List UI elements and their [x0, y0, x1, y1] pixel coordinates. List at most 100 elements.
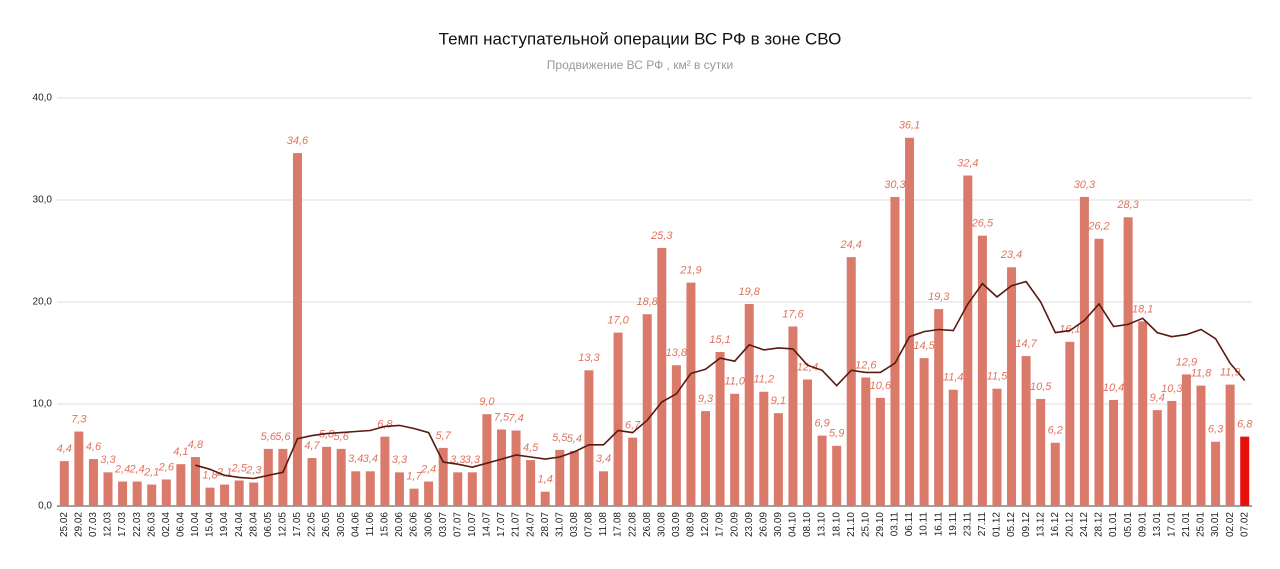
- data-label: 30,3: [884, 179, 906, 191]
- data-label: 24,4: [840, 239, 862, 251]
- x-tick-label: 12.05: [278, 512, 289, 537]
- x-tick-label: 19.11: [948, 512, 959, 537]
- data-label: 10,3: [1161, 383, 1183, 395]
- bar: [263, 448, 273, 506]
- data-label: 17,6: [782, 308, 804, 320]
- data-label: 4,5: [523, 442, 539, 454]
- x-tick-label: 26.09: [758, 512, 769, 537]
- x-tick-label: 30.01: [1210, 512, 1221, 537]
- data-label: 4,6: [86, 441, 102, 453]
- x-tick-label: 13.12: [1035, 512, 1046, 537]
- data-label: 6,2: [1048, 425, 1063, 437]
- x-tick-label: 03.07: [438, 512, 449, 537]
- x-tick-label: 27.11: [977, 512, 988, 537]
- data-label: 23,4: [1000, 249, 1022, 261]
- bar: [628, 437, 638, 506]
- bar: [555, 449, 565, 506]
- data-label: 2,5: [231, 462, 248, 474]
- x-tick-label: 21.10: [846, 512, 857, 537]
- data-label: 2,4: [114, 463, 130, 475]
- data-label: 2,4: [129, 463, 145, 475]
- bar: [1036, 398, 1046, 506]
- x-tick-label: 20.06: [394, 512, 405, 537]
- bar: [351, 471, 361, 506]
- data-label: 2,4: [420, 463, 436, 475]
- bar: [380, 436, 390, 506]
- bar: [905, 137, 915, 506]
- x-tick-label: 25.02: [59, 512, 70, 537]
- data-label: 26,5: [971, 218, 994, 230]
- x-tick-label: 22.03: [132, 512, 143, 537]
- bar: [642, 314, 652, 506]
- data-label: 11,4: [943, 372, 964, 384]
- y-tick-label: 20,0: [33, 297, 53, 308]
- bar: [817, 435, 827, 506]
- bar: [467, 472, 477, 506]
- y-tick-label: 30,0: [33, 195, 53, 206]
- x-tick-label: 16.12: [1050, 512, 1061, 537]
- data-label: 10,6: [870, 380, 892, 392]
- y-tick-label: 10,0: [33, 399, 53, 410]
- x-tick-label: 10.07: [467, 512, 478, 537]
- data-label: 4,7: [304, 440, 320, 452]
- data-label: 3,4: [348, 453, 363, 465]
- x-tick-label: 21.07: [511, 512, 522, 537]
- x-tick-label: 30.06: [423, 512, 434, 537]
- bar: [278, 448, 288, 506]
- x-tick-label: 09.12: [1021, 512, 1032, 537]
- bar: [292, 153, 302, 506]
- data-label: 19,3: [928, 291, 950, 303]
- x-tick-label: 28.07: [540, 512, 551, 537]
- bar: [1225, 384, 1235, 506]
- x-tick-label: 23.09: [744, 512, 755, 537]
- bar: [249, 482, 259, 506]
- bar: [598, 471, 608, 506]
- bar: [1021, 356, 1031, 506]
- data-label: 13,3: [578, 352, 600, 364]
- data-label: 6,9: [814, 418, 829, 430]
- bar: [74, 431, 84, 506]
- x-tick-label: 06.11: [904, 512, 915, 537]
- x-tick-label: 05.12: [1006, 512, 1017, 537]
- bar: [1050, 442, 1060, 506]
- chart-title: Темп наступательной операции ВС РФ в зон…: [439, 29, 842, 48]
- x-tick-label: 14.07: [482, 512, 493, 537]
- bar: [453, 472, 463, 506]
- data-label: 14,5: [913, 340, 935, 352]
- y-tick-label: 0,0: [38, 501, 52, 512]
- x-tick-label: 13.10: [817, 512, 828, 537]
- bar: [147, 484, 157, 506]
- data-label: 5,6: [261, 431, 277, 443]
- bar: [730, 393, 740, 506]
- data-label: 12,6: [855, 359, 877, 371]
- bar: [482, 414, 492, 506]
- bar: [803, 379, 813, 506]
- bar: [671, 365, 681, 506]
- x-tick-label: 26.08: [642, 512, 653, 537]
- bar: [118, 481, 128, 506]
- x-tick-label: 25.10: [860, 512, 871, 537]
- x-tick-label: 19.04: [219, 512, 230, 537]
- data-label: 6,3: [1208, 424, 1224, 436]
- bar: [963, 175, 973, 506]
- x-tick-label: 11.06: [365, 512, 376, 537]
- x-tick-label: 16.11: [933, 512, 944, 537]
- x-tick-label: 12.09: [700, 512, 711, 537]
- x-tick-label: 28.04: [248, 512, 259, 537]
- data-label: 5,8: [319, 429, 335, 441]
- data-label: 11,0: [724, 376, 745, 388]
- x-tick-label: 03.11: [890, 512, 901, 537]
- bar: [394, 472, 404, 506]
- x-tick-label: 26.05: [321, 512, 332, 537]
- data-label: 3,3: [100, 454, 116, 466]
- data-label: 3,3: [392, 454, 408, 466]
- x-tick-label: 01.12: [992, 512, 1003, 537]
- bar: [686, 282, 696, 506]
- x-tick-label: 07.07: [452, 512, 463, 537]
- data-label: 10,5: [1030, 381, 1052, 393]
- bar: [701, 411, 711, 506]
- bar: [205, 487, 215, 506]
- bar: [1138, 321, 1148, 506]
- x-tick-label: 17.01: [1166, 512, 1177, 537]
- bar: [190, 457, 200, 506]
